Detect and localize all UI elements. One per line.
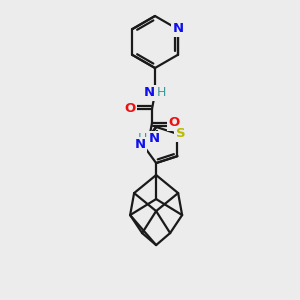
Text: H: H <box>156 86 166 100</box>
Text: N: N <box>173 22 184 35</box>
Text: N: N <box>134 139 146 152</box>
Text: N: N <box>148 133 160 146</box>
Text: O: O <box>168 116 180 130</box>
Text: O: O <box>124 103 136 116</box>
Text: S: S <box>176 127 185 140</box>
Text: N: N <box>143 86 155 100</box>
Text: H: H <box>137 133 147 146</box>
